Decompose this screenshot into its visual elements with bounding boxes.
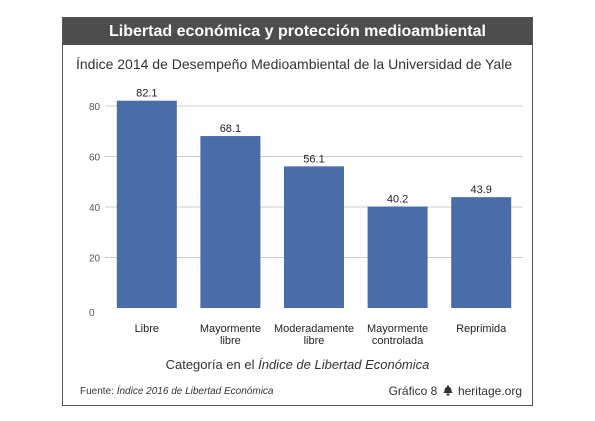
x-tick-label: libre (304, 335, 325, 347)
data-label: 68.1 (220, 123, 241, 135)
data-label: 82.1 (136, 88, 157, 100)
x-axis-title-italic: Índice de Libertad Económica (258, 357, 430, 372)
website-link[interactable]: heritage.org (457, 384, 522, 398)
data-label: 43.9 (470, 184, 491, 196)
y-tick-label: 20 (89, 254, 101, 265)
x-tick-label: Mayormente (200, 323, 261, 335)
bar (200, 136, 261, 308)
bar (451, 197, 512, 308)
bar (367, 206, 428, 308)
x-tick-label: controlada (372, 335, 424, 347)
x-tick-label: Mayormente (367, 323, 428, 335)
bar-chart: 02040608082.1Libre68.1Mayormentelibre56.… (89, 88, 523, 347)
x-tick-label: Reprimida (456, 323, 507, 335)
chart-credit: Gráfico 8 heritage.org (389, 384, 522, 398)
y-tick-label: 60 (89, 153, 101, 164)
source-prefix: Fuente: (80, 386, 117, 397)
source-title: Índice 2016 de Libertad Económica (116, 386, 274, 397)
chart-number: Gráfico 8 (388, 384, 438, 398)
x-axis-title: Categoría en el Índice de Libertad Econó… (63, 357, 532, 372)
bar (116, 100, 177, 308)
data-label: 56.1 (303, 153, 324, 165)
chart-header: Libertad económica y protección medioamb… (63, 18, 532, 45)
x-axis-title-prefix: Categoría en el (165, 357, 259, 372)
x-tick-label: libre (220, 335, 241, 347)
chart-frame: Libertad económica y protección medioamb… (62, 17, 533, 406)
y-tick-label: 80 (89, 102, 101, 113)
chart-title: Índice 2014 de Desempeño Medioambiental … (76, 56, 513, 72)
x-tick-label: Libre (135, 323, 159, 335)
data-label: 40.2 (387, 193, 408, 205)
y-tick-label: 40 (89, 203, 101, 214)
source-note: Fuente: Índice 2016 de Libertad Económic… (80, 386, 273, 397)
bar (284, 166, 344, 308)
y-tick-label: 0 (89, 308, 95, 319)
heritage-bell-icon (443, 385, 453, 396)
x-tick-label: Moderadamente (274, 323, 354, 335)
